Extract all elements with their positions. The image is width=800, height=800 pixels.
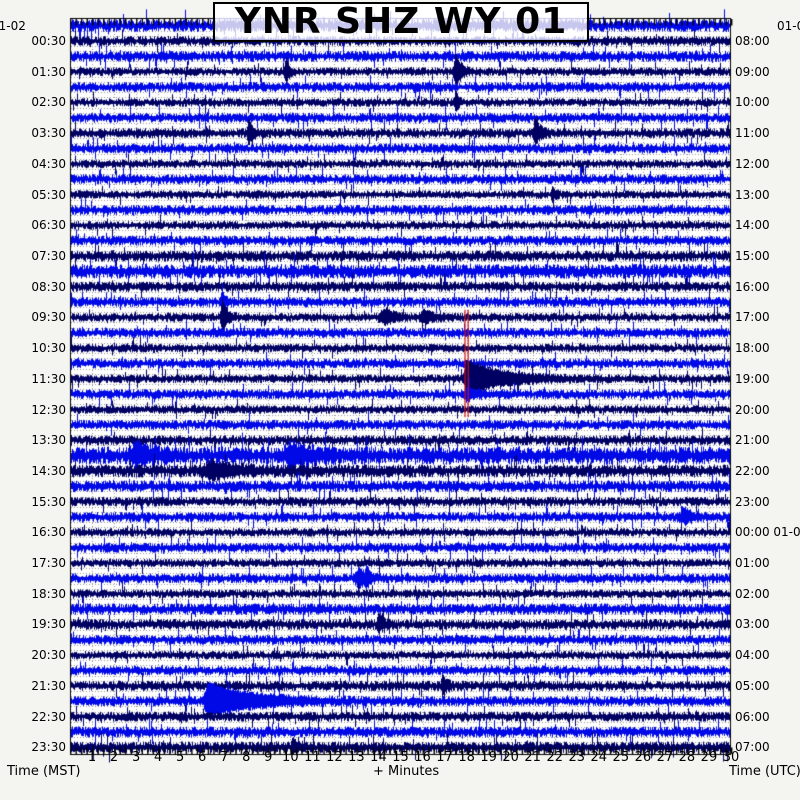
utc-label: 22:00 xyxy=(735,464,770,478)
utc-label: 20:00 xyxy=(735,403,770,417)
mst-label: 04:30 xyxy=(0,157,66,171)
utc-label: 00:00 01-03 xyxy=(735,525,800,539)
mst-label: 01:30 xyxy=(0,65,66,79)
utc-label: 09:00 xyxy=(735,65,770,79)
mst-label: 09:30 xyxy=(0,310,66,324)
mst-label: 23:30 xyxy=(0,740,66,754)
mst-label: 20:30 xyxy=(0,648,66,662)
mst-label: 03:30 xyxy=(0,126,66,140)
utc-label: 06:00 xyxy=(735,710,770,724)
utc-label: 21:00 xyxy=(735,433,770,447)
utc-label: 16:00 xyxy=(735,280,770,294)
utc-label: 13:00 xyxy=(735,188,770,202)
mst-label: 14:30 xyxy=(0,464,66,478)
utc-label: 10:00 xyxy=(735,95,770,109)
minute-label: 30 xyxy=(714,751,748,765)
mst-label: 13:30 xyxy=(0,433,66,447)
mst-label: 07:30 xyxy=(0,249,66,263)
utc-label: 23:00 xyxy=(735,495,770,509)
mst-label: 06:30 xyxy=(0,218,66,232)
utc-label: 01:00 xyxy=(735,556,770,570)
utc-label: 19:00 xyxy=(735,372,770,386)
utc-label: 15:00 xyxy=(735,249,770,263)
mst-label: 19:30 xyxy=(0,617,66,631)
utc-label: 18:00 xyxy=(735,341,770,355)
mst-label: 11:30 xyxy=(0,372,66,386)
station-title: YNR SHZ WY 01 xyxy=(213,2,589,42)
utc-label: 05:00 xyxy=(735,679,770,693)
utc-label: 11:00 xyxy=(735,126,770,140)
mst-label: 21:30 xyxy=(0,679,66,693)
mst-label: 10:30 xyxy=(0,341,66,355)
utc-label: 12:00 xyxy=(735,157,770,171)
utc-label: 02:00 xyxy=(735,587,770,601)
mst-label: 17:30 xyxy=(0,556,66,570)
date-top-left: 01-02 xyxy=(0,19,26,33)
mst-label: 22:30 xyxy=(0,710,66,724)
utc-label: 03:00 xyxy=(735,617,770,631)
mst-label: 18:30 xyxy=(0,587,66,601)
utc-label: 04:00 xyxy=(735,648,770,662)
mst-label: 08:30 xyxy=(0,280,66,294)
mst-label: 00:30 xyxy=(0,34,66,48)
axis-title-utc: Time (UTC) xyxy=(729,764,800,779)
date-top-right: 01-0 xyxy=(777,19,800,33)
mst-label: 12:30 xyxy=(0,403,66,417)
utc-label: 17:00 xyxy=(735,310,770,324)
helicorder-page: 01-02 01-0 YNR SHZ WY 01 00:30 01:30 02:30… xyxy=(0,0,800,800)
helicorder-plot xyxy=(0,0,800,800)
axis-title-minutes: + Minutes xyxy=(373,764,439,779)
mst-label: 16:30 xyxy=(0,525,66,539)
mst-label: 05:30 xyxy=(0,188,66,202)
mst-label: 15:30 xyxy=(0,495,66,509)
mst-label: 02:30 xyxy=(0,95,66,109)
utc-label: 08:00 xyxy=(735,34,770,48)
utc-label: 14:00 xyxy=(735,218,770,232)
axis-title-mst: Time (MST) xyxy=(7,764,81,779)
